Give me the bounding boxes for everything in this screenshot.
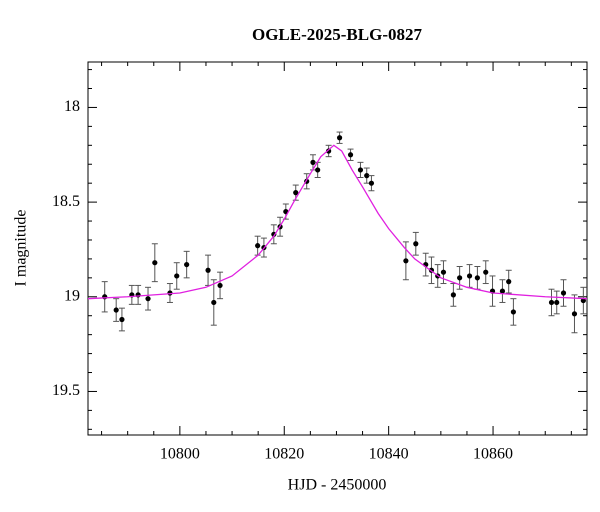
data-point: [510, 309, 517, 315]
data-point: [152, 260, 158, 266]
data-point: [255, 243, 261, 249]
data-point: [506, 279, 512, 285]
chart-title: OGLE-2025-BLG-0827: [252, 25, 423, 44]
data-point: [293, 190, 299, 196]
data-point: [580, 297, 586, 304]
y-axis-label: I magnitude: [13, 210, 30, 287]
data-point: [450, 292, 456, 298]
data-point: [310, 159, 316, 165]
x-tick-label: 10820: [264, 446, 304, 463]
data-point: [368, 180, 375, 186]
data-point: [440, 269, 447, 275]
model-curve: [87, 144, 588, 300]
data-point: [413, 241, 419, 247]
data-point: [571, 311, 578, 317]
x-axis-label: HJD - 2450000: [288, 477, 387, 494]
data-point: [554, 299, 560, 306]
data-point: [315, 167, 321, 173]
data-point: [205, 267, 211, 273]
y-tick-label: 19.5: [52, 382, 80, 399]
data-point: [548, 299, 555, 306]
data-point: [217, 282, 223, 289]
data-point: [145, 296, 151, 302]
data-point: [457, 275, 463, 281]
x-tick-label: 10860: [473, 446, 513, 463]
x-tick-label: 10840: [369, 446, 409, 463]
data-point: [326, 148, 332, 154]
data-point: [466, 273, 473, 279]
data-point: [174, 273, 180, 279]
y-tick-label: 19: [64, 287, 80, 304]
data-point: [113, 307, 119, 313]
y-tick-label: 18: [64, 98, 80, 115]
data-point: [474, 275, 480, 281]
y-tick-label: 18.5: [52, 193, 80, 210]
data-point: [499, 288, 506, 294]
x-tick-label: 10800: [160, 446, 200, 463]
data-point: [357, 167, 364, 173]
data-point: [211, 299, 217, 306]
data-point: [336, 135, 343, 141]
data-point: [483, 269, 489, 275]
plot-frame: [87, 61, 588, 436]
data-point: [347, 152, 354, 158]
data-point: [364, 173, 370, 179]
data-point: [403, 258, 409, 264]
data-point: [119, 316, 125, 323]
data-point: [560, 290, 567, 296]
data-point: [184, 261, 190, 268]
